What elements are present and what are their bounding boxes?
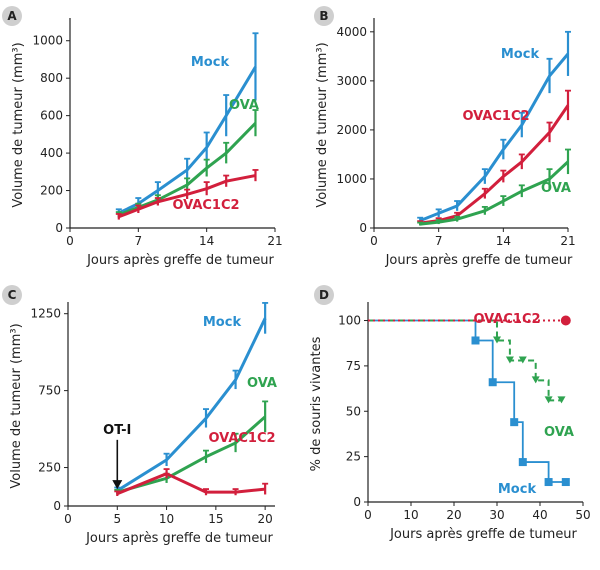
chart-a-y-tick-label: 200 [40, 184, 63, 198]
chart-a-y-tick-label: 600 [40, 109, 63, 123]
chart-a-y-tick-label: 800 [40, 71, 63, 85]
chart-c-x-tick-label: 10 [159, 512, 174, 526]
chart-b-y-tick-label: 1000 [336, 172, 367, 186]
chart-d-x-tick-label: 10 [403, 508, 418, 522]
panel-c: C 0 5 10 15 20 0 250 750 1250 Jours après greffe … [0, 283, 300, 566]
chart-d-series-ovac1c2-marker [560, 315, 571, 326]
chart-b-label-ovac1c2: OVAC1C2 [462, 109, 529, 124]
chart-c-y-tick-label: 1250 [30, 307, 61, 321]
chart-c-y-tick-label: 0 [53, 499, 61, 513]
chart-b-x-label: Jours après greffe de tumeur [385, 253, 573, 268]
panel-letter-c: C [2, 285, 22, 305]
chart-b-x-tick-label: 7 [435, 234, 443, 248]
chart-d-series-mock-marker [510, 418, 519, 427]
chart-d-y-tick-label: 0 [353, 495, 361, 509]
chart-d-series-ova-marker [505, 356, 514, 364]
chart-b-y-tick-label: 0 [359, 221, 367, 235]
chart-d-y-tick-label: 50 [346, 404, 361, 418]
chart-d-series-mock-marker [471, 336, 480, 345]
chart-c-x-tick-label: 15 [208, 512, 223, 526]
chart-c-x-tick-label: 5 [113, 512, 121, 526]
chart-d-series-mock-line [368, 319, 566, 483]
chart-a-y-tick-label: 1000 [32, 34, 63, 48]
chart-d-series-mock-marker [488, 378, 497, 387]
chart-c-label-ova: OVA [247, 376, 277, 391]
chart-d-y-label: % de souris vivantes [309, 336, 324, 471]
chart-b-label-ova: OVA [541, 181, 571, 196]
chart-d: 0 10 20 30 40 50 0 25 50 75 100 Jours après greffe … [309, 302, 591, 542]
chart-d-y-tick-label: 100 [338, 314, 361, 328]
panel-d: D 0 10 20 30 40 50 0 25 50 75 100 Jours après greff… [300, 283, 600, 566]
chart-b: 0 7 14 21 0 1000 2000 3000 4000 Jours après greff… [315, 18, 576, 268]
chart-c-x-tick-label: 0 [64, 512, 72, 526]
chart-a-y-tick-label: 0 [55, 221, 63, 235]
chart-d-label-ovac1c2: OVAC1C2 [473, 312, 540, 327]
chart-d-series-ova-marker [544, 396, 553, 404]
chart-c-series-ova-line [116, 415, 267, 494]
chart-b-x-tick-label: 14 [496, 234, 511, 248]
chart-b-series-ovac1c2-line [419, 104, 570, 225]
panel-b: B 0 7 14 21 0 1000 2000 3000 4000 Jours après gre… [300, 0, 600, 283]
chart-b-y-tick-label: 2000 [336, 123, 367, 137]
panel-letter-d: D [314, 285, 334, 305]
chart-c-x-label: Jours après greffe de tumeur [85, 531, 273, 546]
chart-b-y-label: Volume de tumeur (mm³) [315, 42, 330, 207]
chart-a-x-tick-label: 14 [199, 234, 214, 248]
chart-d-series-ova-marker [557, 396, 566, 404]
chart-a-label-ovac1c2: OVAC1C2 [172, 198, 239, 213]
chart-b-series-mock-line [419, 52, 570, 223]
chart-b-x-tick-label: 0 [370, 234, 378, 248]
chart-d-y-tick-label: 75 [346, 359, 361, 373]
chart-b-y-tick-label: 4000 [336, 25, 367, 39]
chart-c-annotation-label: OT-I [103, 423, 131, 438]
panel-letter-a: A [2, 6, 22, 26]
chart-c-x-tick-label: 20 [258, 512, 273, 526]
chart-c-y-tick-label: 750 [38, 384, 61, 398]
chart-d-x-label: Jours après greffe de tumeur [389, 527, 577, 542]
chart-d-label-mock: Mock [498, 482, 537, 497]
chart-d-x-tick-label: 20 [446, 508, 461, 522]
chart-a-x-tick-label: 7 [135, 234, 143, 248]
chart-a: 0 7 14 21 0 200 400 600 800 1000 Jours après greff… [11, 18, 283, 268]
chart-d-series-ova-marker [531, 376, 540, 384]
chart-d-x-tick-label: 0 [364, 508, 372, 522]
chart-d-x-tick-label: 30 [489, 508, 504, 522]
chart-b-x-tick-label: 21 [560, 234, 575, 248]
chart-c-y-tick-label: 250 [38, 461, 61, 475]
chart-a-label-ova: OVA [229, 98, 259, 113]
chart-d-x-tick-label: 50 [575, 508, 590, 522]
chart-b-series-ova-line [420, 160, 570, 226]
chart-c-label-ovac1c2: OVAC1C2 [208, 431, 275, 446]
chart-a-y-tick-label: 400 [40, 146, 63, 160]
chart-d-series-mock-marker [518, 458, 527, 467]
chart-a-x-tick-label: 21 [267, 234, 282, 248]
chart-b-label-mock: Mock [501, 47, 540, 62]
chart-d-series-ova-marker [518, 356, 527, 364]
chart-d-series-ova-line [368, 319, 562, 402]
chart-d-x-tick-label: 40 [532, 508, 547, 522]
chart-a-label-mock: Mock [191, 55, 230, 70]
chart-a-x-label: Jours après greffe de tumeur [86, 253, 274, 268]
chart-a-y-label: Volume de tumeur (mm³) [11, 42, 26, 207]
chart-d-y-tick-label: 25 [346, 450, 361, 464]
chart-c-y-label: Volume de tumeur (mm³) [9, 323, 24, 488]
chart-b-y-tick-label: 3000 [336, 74, 367, 88]
chart-c-label-mock: Mock [203, 315, 242, 330]
chart-d-series-mock-marker [561, 478, 570, 487]
panel-letter-b: B [314, 6, 334, 26]
chart-c-annotation-arrowhead [112, 480, 123, 490]
chart-d-label-ova: OVA [544, 425, 574, 440]
chart-c: 0 5 10 15 20 0 250 750 1250 Jours après greffe de… [9, 302, 277, 546]
chart-d-series-mock-marker [544, 478, 553, 487]
chart-d-series-ova-marker [493, 336, 501, 344]
chart-a-x-tick-label: 0 [66, 234, 74, 248]
panel-a: A 0 7 14 21 0 200 400 600 800 1000 Jours après gre… [0, 0, 300, 283]
